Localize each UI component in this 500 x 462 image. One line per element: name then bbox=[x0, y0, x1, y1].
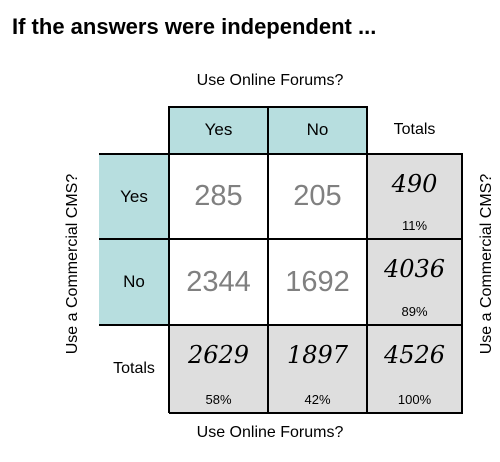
grand-total: 4526 100% bbox=[367, 325, 462, 413]
cell-no-yes: 2344 bbox=[169, 239, 268, 325]
row-total-no: 4036 89% bbox=[367, 239, 462, 325]
grid-line-h3 bbox=[99, 324, 462, 326]
row-header-no: No bbox=[99, 239, 169, 325]
grid-line-h1 bbox=[99, 153, 462, 155]
grid-line-bottom bbox=[169, 412, 462, 414]
row-header-totals: Totals bbox=[113, 360, 155, 377]
grid-line-v2 bbox=[267, 106, 269, 413]
col-total-yes-value: 2629 bbox=[187, 341, 250, 369]
column-header-yes: Yes bbox=[169, 106, 268, 154]
cell-yes-yes: 285 bbox=[169, 154, 268, 239]
row-total-no-value: 4036 bbox=[383, 255, 446, 283]
grid-line-v3 bbox=[366, 106, 368, 413]
row-total-yes-value: 490 bbox=[391, 170, 438, 198]
cell-yes-no: 205 bbox=[268, 154, 367, 239]
grand-total-percent: 100% bbox=[397, 392, 432, 407]
bottom-axis-label: Use Online Forums? bbox=[196, 424, 344, 441]
row-total-yes: 490 11% bbox=[367, 154, 462, 239]
grid-line-right bbox=[461, 153, 463, 414]
top-axis-label: Use Online Forums? bbox=[196, 72, 344, 89]
cell-no-no: 1692 bbox=[268, 239, 367, 325]
grid-line-h2 bbox=[99, 238, 462, 240]
left-axis-label: Use a Commercial CMS? bbox=[64, 173, 81, 355]
row-header-yes: Yes bbox=[99, 154, 169, 239]
column-header-no: No bbox=[268, 106, 367, 154]
col-total-no-value: 1897 bbox=[286, 341, 349, 369]
row-total-no-percent: 89% bbox=[401, 304, 428, 319]
right-axis-label: Use a Commercial CMS? bbox=[478, 173, 495, 355]
col-total-yes: 2629 58% bbox=[169, 325, 268, 413]
row-total-yes-percent: 11% bbox=[401, 218, 428, 233]
grand-total-value: 4526 bbox=[383, 341, 446, 369]
grid-line-v1 bbox=[168, 106, 170, 413]
column-header-totals: Totals bbox=[393, 121, 436, 138]
col-total-no: 1897 42% bbox=[268, 325, 367, 413]
page-title: If the answers were independent ... bbox=[12, 14, 377, 39]
col-total-yes-percent: 58% bbox=[205, 392, 232, 407]
col-total-no-percent: 42% bbox=[304, 392, 331, 407]
